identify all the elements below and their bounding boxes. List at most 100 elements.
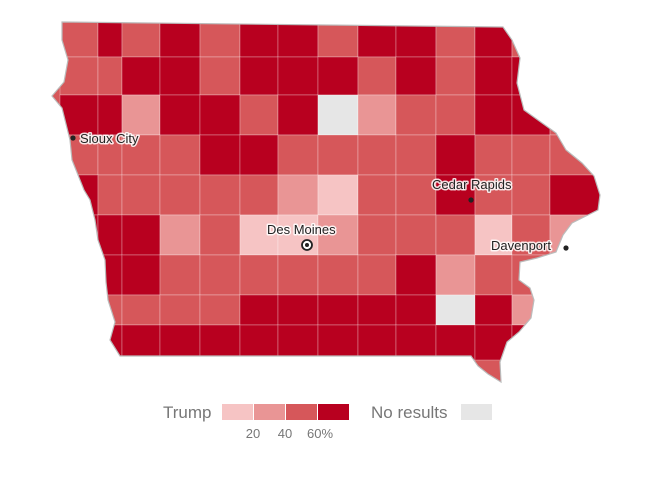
county [121, 56, 161, 96]
county [317, 294, 359, 326]
county [59, 214, 99, 256]
city-label-sioux-city: Sioux City [80, 131, 139, 146]
county [357, 134, 397, 176]
county [357, 254, 397, 296]
city-dot-icon [468, 197, 474, 203]
county [277, 22, 319, 58]
county [277, 174, 319, 216]
county [317, 94, 359, 136]
county [357, 294, 397, 326]
legend-swatch-lightest [222, 404, 253, 420]
city-markers: Sioux City Cedar Rapids Des Moines Daven… [70, 130, 569, 255]
county [199, 174, 241, 216]
county [435, 134, 476, 176]
county [159, 294, 201, 326]
county [277, 94, 319, 136]
county [474, 22, 513, 58]
county [239, 214, 279, 256]
county [59, 294, 99, 326]
county [199, 254, 241, 296]
county [199, 56, 241, 96]
county [239, 94, 279, 136]
county [277, 294, 319, 326]
county [199, 134, 241, 176]
legend-tick-20: 20 [246, 426, 260, 441]
legend-party-label: Trump [163, 403, 212, 422]
county [395, 56, 437, 96]
county [239, 22, 279, 58]
county [59, 324, 99, 361]
county [511, 294, 551, 326]
county [159, 94, 201, 136]
county [357, 174, 397, 216]
county [395, 254, 437, 296]
county [239, 324, 279, 361]
county [474, 94, 513, 136]
county [97, 214, 123, 256]
county [317, 134, 359, 176]
county [121, 254, 161, 296]
county [121, 294, 161, 326]
county [549, 22, 600, 58]
county [395, 324, 437, 361]
county [474, 294, 513, 326]
county [159, 22, 201, 58]
county [395, 134, 437, 176]
county [435, 22, 476, 58]
county [435, 56, 476, 96]
county [277, 254, 319, 296]
county [317, 214, 359, 256]
legend-swatch-medium [286, 404, 317, 420]
county [239, 174, 279, 216]
county [549, 214, 600, 256]
county [97, 22, 123, 58]
county [474, 324, 513, 361]
county [159, 254, 201, 296]
county [277, 134, 319, 176]
city-des-moines: Des Moines [266, 221, 338, 251]
county [549, 134, 600, 176]
legend-swatch-dark [318, 404, 349, 420]
county-layer [59, 22, 600, 361]
county [121, 174, 161, 216]
legend-tick-60: 60% [307, 426, 333, 441]
county [159, 214, 201, 256]
county [474, 254, 513, 296]
county [97, 254, 123, 296]
county [277, 324, 319, 361]
county [395, 94, 437, 136]
county [357, 214, 397, 256]
county [435, 254, 476, 296]
legend-swatch-no-results [461, 404, 492, 420]
county [199, 214, 241, 256]
county [277, 56, 319, 96]
county [97, 174, 123, 216]
city-label-cedar-rapids: Cedar Rapids [432, 177, 512, 192]
county [121, 22, 161, 58]
county [511, 174, 551, 216]
county [435, 294, 476, 326]
city-davenport: Davenport [490, 237, 569, 255]
county [511, 254, 551, 296]
county [549, 94, 600, 136]
legend-no-results-label: No results [371, 403, 448, 422]
county [474, 56, 513, 96]
county [395, 294, 437, 326]
county [549, 174, 600, 216]
city-label-des-moines: Des Moines [267, 222, 336, 237]
county [317, 56, 359, 96]
county [97, 324, 123, 361]
legend-swatch-light [254, 404, 285, 420]
legend: Trump 20 40 60% No results [163, 403, 492, 441]
county [395, 174, 437, 216]
county [317, 254, 359, 296]
county [239, 254, 279, 296]
county [474, 214, 513, 256]
county [59, 94, 99, 136]
county [159, 324, 201, 361]
county [121, 94, 161, 136]
county [549, 294, 600, 326]
county [357, 324, 397, 361]
